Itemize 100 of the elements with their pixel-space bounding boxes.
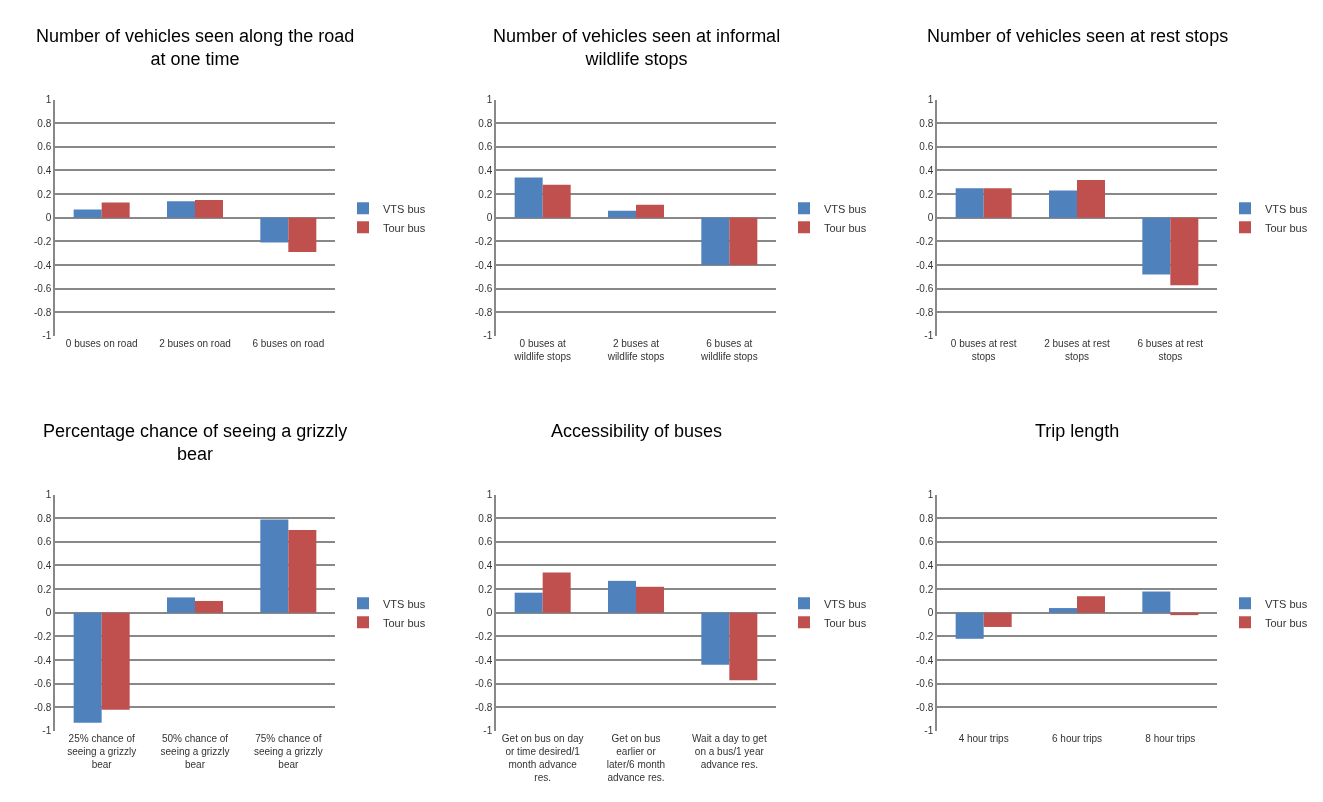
bar [73, 612, 102, 723]
bar [101, 612, 130, 710]
y-tick-label: 0.6 [919, 536, 934, 548]
y-tick-label: 0.4 [478, 560, 493, 571]
y-tick-label: 0.8 [478, 117, 493, 129]
bar [260, 217, 289, 243]
y-tick-label: 0.2 [478, 583, 493, 595]
bar [955, 612, 984, 639]
x-tick-label: 0 buses at wildlife stops [513, 337, 572, 362]
chart-title: Number of vehicles seen at informal wildlife stops [493, 26, 781, 70]
y-tick-label: -0.6 [475, 283, 493, 295]
bar [1049, 190, 1077, 218]
x-tick-label: Get on bus earlier or later/6 month advance res. [606, 732, 666, 783]
bar [167, 597, 195, 613]
y-tick-label: 0.4 [37, 560, 52, 571]
y-tick-label: -0.8 [34, 306, 52, 318]
y-tick-label: 0 [927, 212, 934, 224]
y-tick-label: 0.6 [478, 536, 493, 548]
y-tick-label: -0.8 [475, 306, 493, 318]
y-tick-label: -0.4 [475, 654, 493, 666]
chart-title: Number of vehicles seen along the road at one time [36, 26, 355, 70]
bar [955, 188, 984, 218]
y-tick-label: -0.2 [475, 235, 493, 247]
y-tick-label: 0.8 [919, 117, 934, 129]
bar [636, 204, 664, 218]
y-tick-label: -1 [924, 330, 934, 342]
bar [288, 217, 317, 253]
y-tick-label: 0.2 [919, 583, 934, 595]
bar [514, 592, 543, 613]
bar [729, 217, 758, 266]
x-tick-label: 50% chance of seeing a grizzly bear [160, 732, 230, 770]
legend-label: VTS bus [824, 597, 867, 610]
y-tick-label: 1 [927, 489, 934, 501]
legend-label: VTS bus [383, 202, 426, 215]
y-tick-label: -0.8 [916, 701, 934, 713]
bar [1049, 608, 1077, 613]
x-tick-label: 2 buses at rest stops [1044, 337, 1111, 362]
y-tick-label: -0.6 [916, 678, 934, 690]
x-tick-label: 25% chance of seeing a grizzly bear [67, 732, 137, 770]
x-tick-label: Get on bus on day or time desired/1 month advance res. [501, 732, 584, 783]
legend-label: VTS bus [383, 597, 426, 610]
bar [167, 201, 195, 218]
y-tick-label: -1 [42, 725, 52, 737]
x-tick-label: 0 buses at rest stops [950, 337, 1017, 362]
y-tick-label: -1 [483, 725, 493, 737]
legend-label: Tour bus [1265, 221, 1308, 234]
y-tick-label: -0.2 [34, 630, 52, 642]
y-tick-label: -0.6 [34, 283, 52, 295]
y-tick-label: -0.6 [916, 283, 934, 295]
x-tick-label: 6 buses at wildlife stops [699, 337, 758, 362]
y-tick-label: -0.4 [916, 654, 934, 666]
bar [542, 572, 571, 613]
bar [983, 612, 1012, 627]
bar [608, 580, 636, 613]
legend-label: Tour bus [383, 616, 426, 629]
y-tick-label: 0 [927, 607, 934, 619]
bar [260, 519, 289, 613]
legend-label: Tour bus [383, 221, 426, 234]
y-tick-label: -0.2 [916, 235, 934, 247]
bar [608, 210, 636, 218]
bar [701, 217, 730, 266]
y-tick-label: 1 [45, 489, 52, 501]
bar [1142, 591, 1171, 613]
y-tick-label: 0 [486, 607, 493, 619]
bar [1077, 596, 1105, 613]
y-tick-label: 1 [486, 94, 493, 106]
y-tick-label: 0.4 [919, 165, 934, 176]
y-tick-label: -0.4 [475, 259, 493, 271]
x-tick-label: 0 buses on road [65, 337, 138, 349]
y-tick-label: 0 [45, 212, 52, 224]
chart-title: Accessibility of buses [551, 421, 723, 441]
y-tick-label: -0.2 [916, 630, 934, 642]
y-tick-label: 0.4 [919, 560, 934, 571]
y-tick-label: -1 [42, 330, 52, 342]
bar [73, 209, 102, 218]
y-tick-label: 0.2 [478, 188, 493, 200]
y-tick-label: 0.6 [478, 141, 493, 153]
legend-label: VTS bus [824, 202, 867, 215]
y-tick-label: -1 [483, 330, 493, 342]
y-tick-label: 0.4 [37, 165, 52, 176]
x-tick-label: 75% chance of seeing a grizzly bear [253, 732, 323, 770]
y-tick-label: 1 [927, 94, 934, 106]
bar [542, 184, 571, 218]
y-tick-label: -0.6 [475, 678, 493, 690]
x-tick-label: Wait a day to get on a bus/1 year advance res. [691, 732, 767, 770]
bar [729, 612, 758, 681]
y-tick-label: -0.8 [34, 701, 52, 713]
y-tick-label: 0.6 [37, 141, 52, 153]
x-tick-label: 2 buses at wildlife stops [606, 337, 665, 362]
y-tick-label: -0.4 [34, 654, 52, 666]
y-tick-label: 1 [486, 489, 493, 501]
y-tick-label: -0.8 [916, 306, 934, 318]
bar [101, 202, 130, 218]
legend-label: Tour bus [1265, 616, 1308, 629]
y-tick-label: 0.4 [478, 165, 493, 176]
bar [701, 612, 730, 665]
y-tick-label: -0.2 [475, 630, 493, 642]
legend-label: VTS bus [1265, 597, 1308, 610]
bar [195, 200, 223, 218]
y-tick-label: 0.8 [919, 512, 934, 524]
